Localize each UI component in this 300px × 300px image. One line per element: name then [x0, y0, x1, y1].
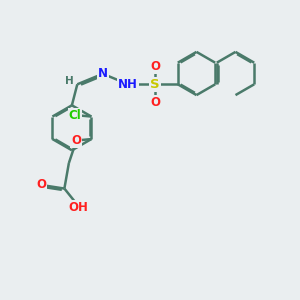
Text: OH: OH — [68, 201, 88, 214]
Text: O: O — [71, 134, 81, 147]
Text: S: S — [151, 78, 160, 91]
Text: NH: NH — [118, 78, 138, 91]
Text: H: H — [64, 76, 73, 86]
Text: Cl: Cl — [68, 109, 81, 122]
Text: O: O — [36, 178, 46, 190]
Text: N: N — [98, 67, 108, 80]
Text: O: O — [150, 60, 160, 73]
Text: O: O — [150, 96, 160, 109]
